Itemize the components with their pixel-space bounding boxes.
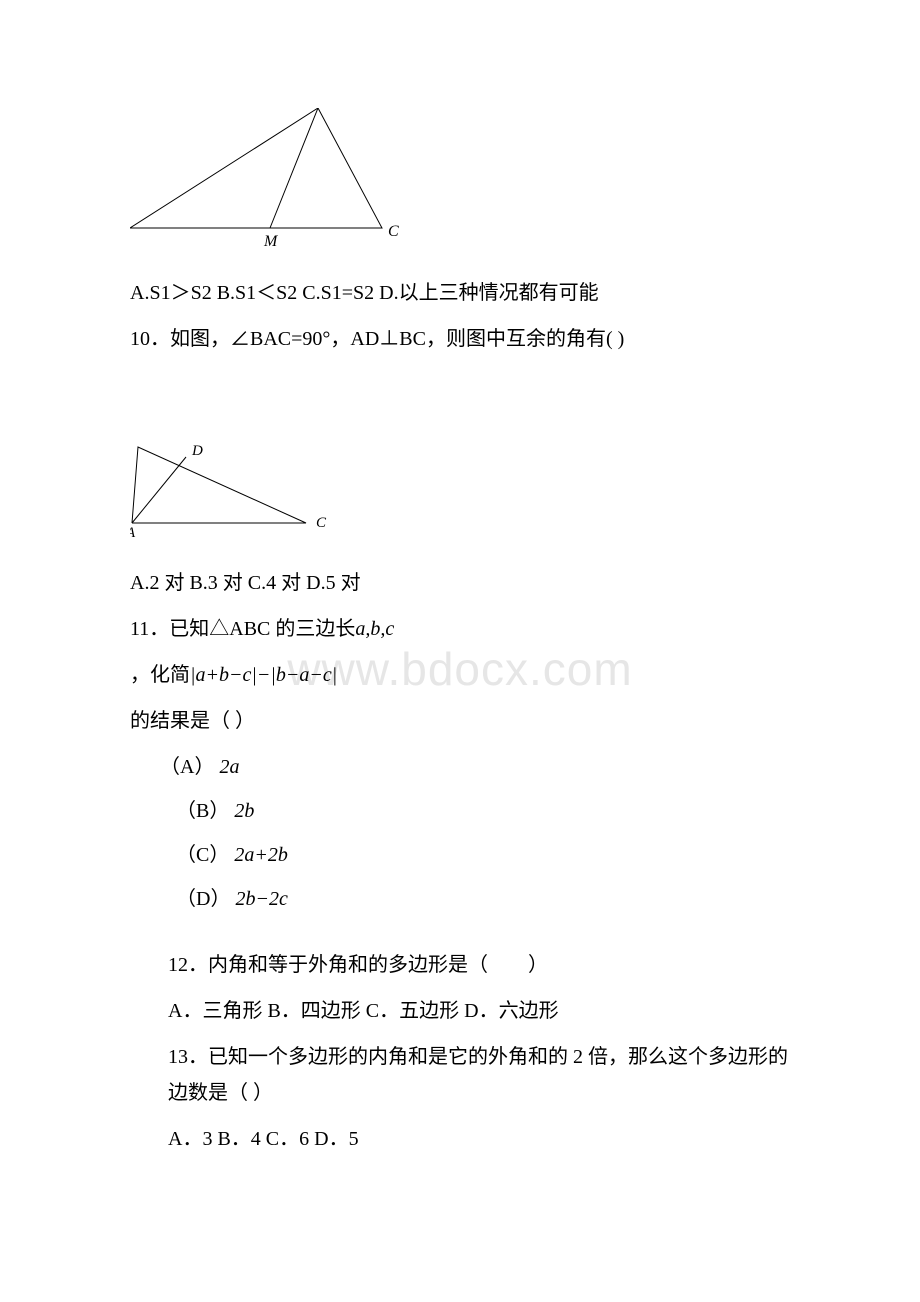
q13-options: A．3 B．4 C．6 D．5 <box>130 1121 790 1157</box>
q11-optC-math: 2a+2b <box>234 844 288 866</box>
q12-text: 12．内角和等于外角和的多边形是（ ） <box>130 947 790 983</box>
q9-options: A.S1＞S2 B.S1＜S2 C.S1=S2 D.以上三种情况都有可能 <box>130 275 790 311</box>
q11-optB-label: （B） <box>176 800 229 822</box>
q11-option-c: （C） 2a+2b <box>130 837 790 873</box>
q11-optA-math: 2a <box>219 756 239 778</box>
svg-text:A: A <box>130 525 136 541</box>
q11-option-b: （B） 2b <box>130 793 790 829</box>
q11-math2: |a+b−c|−|b−a−c| <box>190 664 337 686</box>
svg-text:D: D <box>191 445 203 459</box>
svg-text:C: C <box>316 515 327 531</box>
spacer-2 <box>130 925 790 937</box>
q11-optD-label: （D） <box>176 888 230 910</box>
q11-optC-label: （C） <box>176 844 229 866</box>
q11-line2: ，化简|a+b−c|−|b−a−c| <box>130 657 790 693</box>
q12-options: A．三角形 B．四边形 C．五边形 D．六边形 <box>130 993 790 1029</box>
q11-math1: a,b,c <box>355 618 394 640</box>
q11-optB-math: 2b <box>234 800 254 822</box>
q10-options: A.2 对 B.3 对 C.4 对 D.5 对 <box>130 565 790 601</box>
triangle1-svg: ABMC <box>130 108 410 253</box>
q11-text1: 11．已知△ABC 的三边长 <box>130 618 355 640</box>
q11-optA-label: （A） <box>160 756 214 778</box>
q10-text: 10．如图，∠BAC=90°，AD⊥BC，则图中互余的角有( ) <box>130 321 790 357</box>
q11-optD-math: 2b−2c <box>235 888 287 910</box>
triangle2-svg: A B C D <box>130 445 335 543</box>
figure-right-triangle: A B C D <box>130 445 790 555</box>
page-content: A B M C A.S1＞S2 B.S1＜S2 C.S1=S2 D.以上三种情况都有可… <box>130 108 790 1157</box>
svg-text:B: B <box>130 445 139 447</box>
spacer-1 <box>130 367 790 437</box>
svg-text:M: M <box>263 233 279 250</box>
q11-line1: 11．已知△ABC 的三边长a,b,c <box>130 611 790 647</box>
q11-text2: ，化简 <box>130 664 190 686</box>
q11-option-a: （A） 2a <box>130 749 790 785</box>
figure-triangle-abc-m: ABMC <box>130 108 790 265</box>
svg-text:C: C <box>388 223 399 240</box>
q11-line3: 的结果是（ ） <box>130 703 790 739</box>
q13-text: 13．已知一个多边形的内角和是它的外角和的 2 倍，那么这个多边形的边数是（ ） <box>130 1039 790 1111</box>
q11-option-d: （D） 2b−2c <box>130 881 790 917</box>
